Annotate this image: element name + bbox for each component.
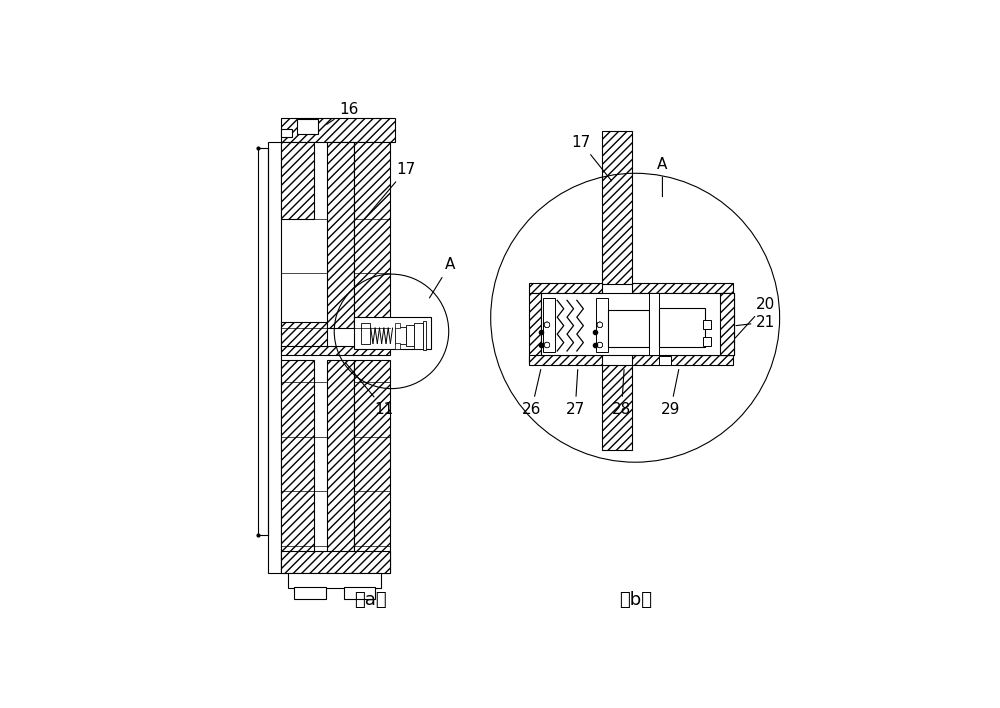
Bar [395,323,400,328]
Circle shape [597,342,602,348]
Text: 26: 26 [522,370,541,417]
Bar [361,323,370,344]
Bar [344,586,375,598]
Text: 16: 16 [327,102,359,125]
Bar [414,323,423,349]
Bar [602,365,632,450]
Bar [659,356,671,365]
Bar [354,142,390,328]
Circle shape [597,322,603,328]
Bar [281,551,390,573]
Text: 21: 21 [736,314,776,330]
Bar [354,317,431,349]
Bar [529,293,541,363]
Bar [541,293,734,355]
Text: 29: 29 [661,370,680,417]
Bar [602,131,632,284]
Circle shape [544,322,550,328]
Bar [703,321,711,329]
Text: （b）: （b） [619,591,652,609]
Text: （a）: （a） [354,591,387,609]
Bar [297,119,318,134]
Bar [294,586,326,598]
Circle shape [544,342,550,348]
Bar [720,293,734,355]
Circle shape [597,342,603,348]
Bar [529,355,602,365]
Bar [281,129,292,137]
Bar [354,360,390,573]
Bar [529,283,602,293]
Text: A: A [657,156,668,197]
Text: 20: 20 [735,297,776,338]
Text: A: A [429,258,455,298]
Circle shape [597,322,603,328]
Bar [406,326,414,346]
Text: 17: 17 [364,162,416,219]
Circle shape [597,342,603,348]
Bar [281,322,327,349]
Bar [632,355,733,365]
Circle shape [597,322,602,328]
Circle shape [597,342,603,348]
Bar [395,343,400,349]
Bar [423,321,426,350]
Circle shape [544,322,550,328]
Text: 27: 27 [566,370,585,417]
Bar [281,142,314,219]
Bar [268,142,281,573]
Text: 28: 28 [612,370,631,417]
Circle shape [544,342,550,348]
Bar [281,346,390,355]
Bar [659,309,705,347]
Text: 17: 17 [571,135,612,181]
Bar [327,360,354,573]
Bar [543,297,555,352]
Bar [596,297,608,352]
Circle shape [597,322,603,328]
Bar [632,283,733,293]
Bar [281,118,395,142]
Bar [703,338,711,346]
Circle shape [544,342,550,348]
Bar [281,360,314,573]
Bar [288,573,381,588]
Bar [649,293,659,355]
Circle shape [544,322,550,328]
Circle shape [544,322,550,328]
Text: 11: 11 [345,362,394,417]
Bar [608,309,649,347]
Circle shape [544,342,550,348]
Bar [327,142,354,328]
Bar [395,327,406,345]
